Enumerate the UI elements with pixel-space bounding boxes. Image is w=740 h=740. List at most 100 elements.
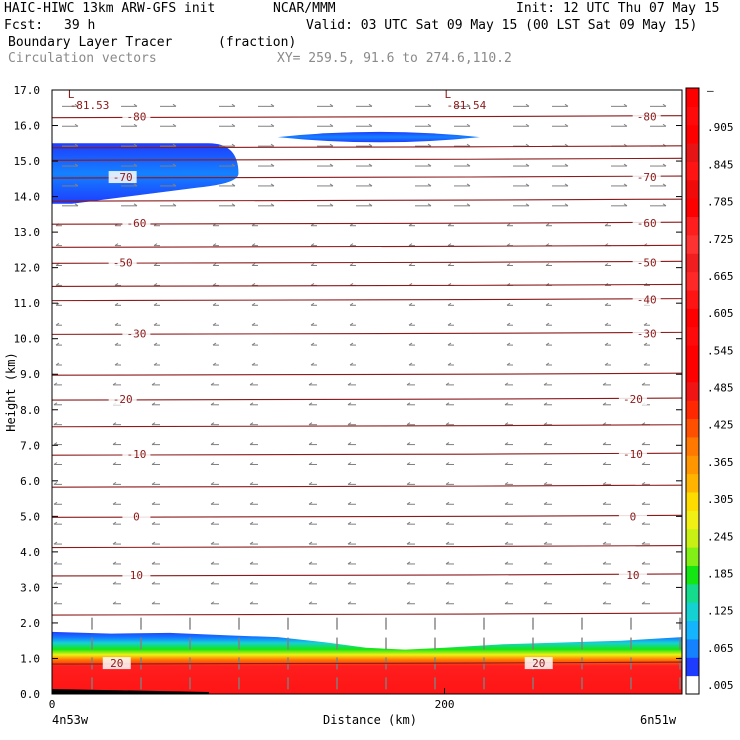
vector-arrow-head [604, 302, 609, 306]
colorbar-label: .305 [707, 493, 734, 506]
vector-arrow-head [604, 223, 609, 227]
vector-arrow-head [74, 163, 79, 167]
vector-arrow-head [112, 481, 117, 485]
vector-arrow-head [53, 601, 58, 605]
vector-arrow-head [308, 541, 313, 545]
vector-arrow-head [504, 501, 509, 505]
vector-arrow-head [231, 123, 236, 127]
temperature-contour [51, 157, 683, 161]
y-tick-label: 12.0 [14, 262, 41, 275]
vector-arrow-head [641, 481, 646, 485]
contour-label-bg [618, 510, 647, 523]
colorbar-label: .845 [707, 158, 734, 171]
vector-arrow-head [545, 322, 550, 326]
y-tick-label: 6.0 [20, 475, 40, 488]
y-tick-label: 1.0 [20, 652, 40, 665]
vector-arrow-head [270, 123, 275, 127]
vector-arrow-head [249, 501, 254, 505]
contour-label: -40 [637, 294, 657, 307]
vector-arrow-head [114, 282, 119, 286]
vector-arrow-head [74, 143, 79, 147]
vector-arrow-head [564, 183, 569, 187]
vector-arrow-head [347, 402, 352, 406]
contour-label: -60 [637, 217, 657, 230]
vector-arrow-head [506, 322, 511, 326]
temperature-contour [51, 612, 683, 616]
vector-arrow-head [347, 422, 352, 426]
vector-arrow-head [114, 362, 119, 366]
contour-label-bg [632, 293, 661, 306]
vector-arrow-head [212, 263, 217, 266]
vector-arrow-head [408, 362, 413, 366]
vector-arrow-head [602, 521, 607, 525]
vector-arrow-head [506, 263, 511, 266]
vector-arrow-head [112, 541, 117, 545]
vector-arrow-head [308, 422, 313, 426]
contour-label-bg [632, 217, 661, 230]
vector-arrow-head [602, 422, 607, 426]
vector-arrow-head [604, 263, 609, 266]
vector-arrow-head [270, 143, 275, 147]
vector-arrow-head [406, 422, 411, 426]
vector-arrow-head [408, 302, 413, 306]
vector-arrow-head [114, 342, 119, 346]
temperature-contour [51, 484, 683, 488]
vector-arrow-head [504, 442, 509, 445]
vector-arrow-head [623, 123, 628, 127]
vector-arrow-head [153, 362, 158, 366]
vector-arrow-head [543, 501, 548, 505]
vector-arrow-head [447, 243, 452, 247]
vector-arrow-head [506, 243, 511, 247]
vector-arrow-head [662, 103, 667, 107]
vector-arrow-head [251, 362, 256, 366]
vector-arrow-head [406, 382, 411, 386]
contour-label: -80 [637, 111, 657, 124]
contour-label: -60 [126, 217, 146, 230]
temperature-contour [51, 244, 683, 248]
vector-arrow-head [623, 203, 628, 207]
vector-arrow-head [329, 203, 334, 207]
vector-arrow-head [212, 282, 217, 286]
colorbar-label: .665 [707, 270, 734, 283]
contour-label: -10 [126, 448, 146, 461]
vector-arrow-head [623, 163, 628, 167]
vector-arrow-head [349, 223, 354, 227]
y-tick-label: 11.0 [14, 297, 41, 310]
vector-arrow-head [445, 422, 450, 426]
vector-arrow-head [543, 521, 548, 525]
colorbar-segment [686, 418, 699, 438]
vector-arrow-head [347, 501, 352, 505]
minimum-value: -81.53 [70, 99, 110, 112]
contour-label-bg [122, 510, 151, 523]
colorbar-segment [686, 271, 699, 291]
contour-label: -70 [637, 171, 657, 184]
vector-arrow-head [545, 362, 550, 366]
colorbar-label: .785 [707, 196, 734, 209]
vector-arrow-head [349, 342, 354, 346]
contour-label-bg [632, 110, 661, 123]
contour-label: -70 [113, 171, 133, 184]
vector-arrow-head [623, 103, 628, 107]
minimum-marker: L [445, 88, 452, 101]
colorbar-label: .905 [707, 121, 734, 134]
vector-arrow-head [210, 402, 215, 406]
vector-arrow-head [406, 442, 411, 445]
vector-arrow-head [212, 342, 217, 346]
vector-arrow-head [408, 263, 413, 266]
vector-arrow-head [310, 342, 315, 346]
temperature-contour [51, 424, 683, 428]
vector-arrow-head [153, 342, 158, 346]
vector-arrow-head [406, 501, 411, 505]
y-tick-label: 7.0 [20, 439, 40, 452]
vector-arrow-head [153, 263, 158, 266]
vector-arrow-head [310, 362, 315, 366]
vector-arrow-head [212, 243, 217, 247]
vector-arrow-head [602, 601, 607, 605]
y-tick-label: 3.0 [20, 581, 40, 594]
vector-arrow-head [368, 143, 373, 147]
colorbar-segment [686, 583, 699, 603]
vector-arrow-head [543, 581, 548, 585]
vector-arrow-head [329, 103, 334, 107]
vector-arrow-head [406, 561, 411, 565]
